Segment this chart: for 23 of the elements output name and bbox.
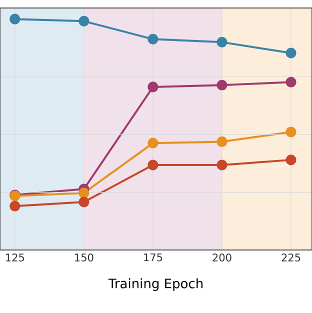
point xyxy=(216,80,228,90)
x-tick-label: 225 xyxy=(282,254,300,262)
point xyxy=(286,126,296,138)
point xyxy=(78,196,90,208)
x-tick-label: 150 xyxy=(75,254,94,262)
point xyxy=(286,76,296,88)
point xyxy=(78,188,90,198)
x-axis-title: Training Epoch xyxy=(108,278,203,291)
point xyxy=(78,16,90,26)
point xyxy=(286,154,296,166)
point xyxy=(148,138,158,148)
point xyxy=(216,136,228,147)
point xyxy=(286,48,296,58)
point xyxy=(10,14,20,24)
x-tick-label: 175 xyxy=(144,254,162,262)
point xyxy=(148,160,158,170)
point xyxy=(10,200,20,212)
point xyxy=(148,82,158,92)
point xyxy=(216,36,228,48)
x-tick-label: 200 xyxy=(212,254,232,262)
x-tick-label: 125 xyxy=(6,254,24,262)
point xyxy=(148,34,158,44)
point xyxy=(216,160,228,170)
